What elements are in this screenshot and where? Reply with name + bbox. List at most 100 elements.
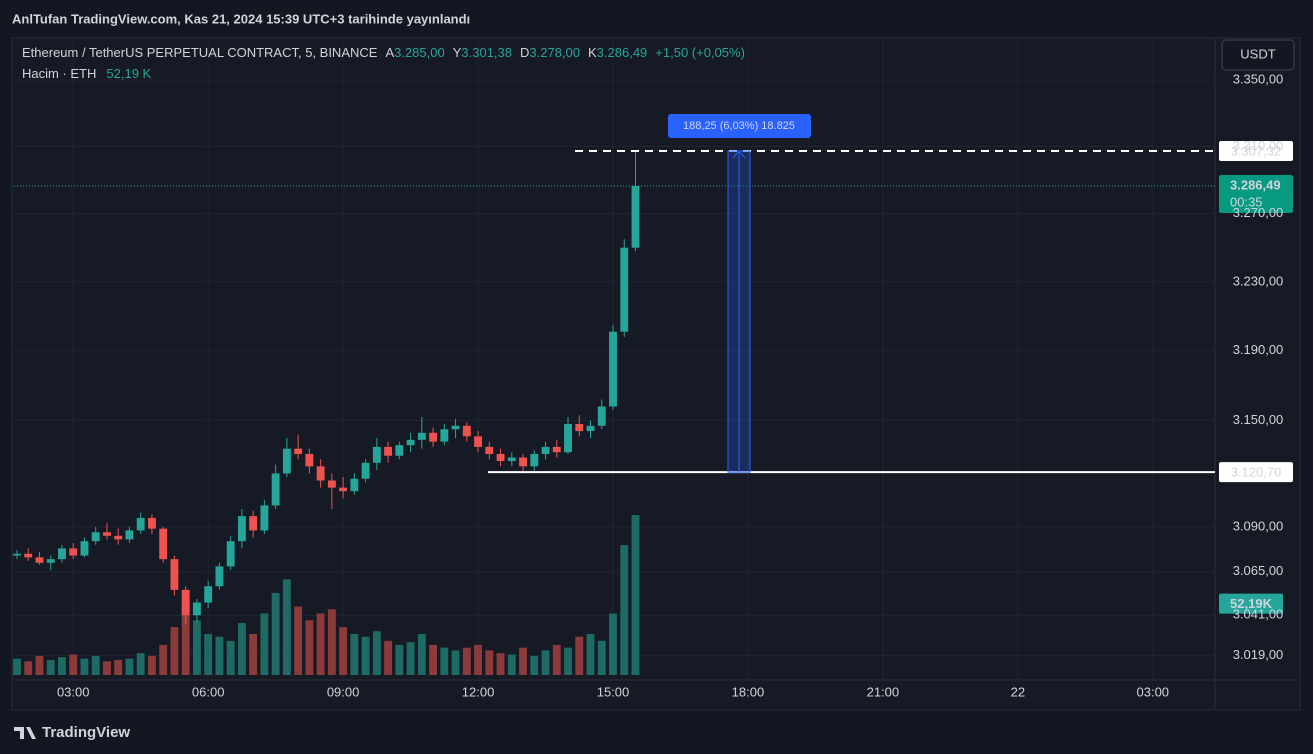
volume-bar	[282, 579, 291, 675]
volume-bar	[485, 650, 494, 675]
volume-bar	[372, 631, 381, 675]
volume-bar	[597, 640, 606, 675]
candle-body	[46, 559, 55, 563]
candle-body	[541, 446, 550, 454]
volume-bar	[395, 644, 404, 675]
volume-legend: Hacim · ETH 52,19 K	[22, 66, 152, 81]
currency-label[interactable]: USDT	[1240, 46, 1275, 61]
volume-bar	[474, 644, 482, 675]
volume-label: 52,19K	[1230, 596, 1273, 611]
x-tick-label: 22	[1011, 684, 1025, 699]
x-tick-label: 18:00	[732, 684, 765, 699]
last-price-box	[1219, 174, 1293, 213]
overlay: 3.307,32 3.120,70 188,25 (6,03%) 18.825 3.2…	[14, 114, 1293, 614]
candle-body	[91, 532, 100, 542]
volume-bar	[69, 654, 78, 675]
volume-bar	[159, 644, 168, 675]
candle-body	[620, 247, 629, 332]
y-tick-label: 3.190,00	[1233, 342, 1284, 357]
x-tick-label: 06:00	[192, 684, 225, 699]
candle-body	[159, 528, 168, 560]
volume-bar	[417, 633, 426, 675]
candle-body	[327, 480, 336, 488]
level-label: 3.120,70	[1231, 465, 1282, 480]
candle-body	[586, 425, 595, 432]
y-tick-label: 3.310,00	[1233, 138, 1284, 153]
candle-body	[429, 432, 438, 442]
ohlc-name: D	[520, 45, 529, 60]
volume-bar	[226, 640, 235, 675]
volume-bar	[181, 599, 190, 675]
candle-body	[507, 457, 516, 462]
publisher: AnlTufan TradingView.com, Kas 21, 2024 1…	[12, 11, 470, 26]
candle-body	[148, 517, 156, 529]
candle-body	[609, 331, 617, 407]
candle-body	[552, 446, 561, 453]
volume-bar	[271, 592, 280, 675]
volume-bar	[406, 642, 415, 675]
marks	[13, 151, 640, 675]
volume-legend-name: Hacim · ETH	[22, 66, 96, 81]
candle-body	[136, 517, 145, 531]
volume-bar	[294, 606, 303, 675]
volume-bar	[114, 659, 123, 675]
volume-bar	[496, 653, 505, 675]
candle-body	[114, 535, 123, 540]
countdown-label: 00:35	[1230, 194, 1263, 209]
ohlc-value: 3.278,00	[529, 45, 580, 60]
candle-body	[372, 446, 381, 463]
volume-bar	[305, 620, 314, 675]
y-tick-label: 3.270,00	[1233, 205, 1284, 220]
candle-body	[24, 553, 33, 558]
volume-bar	[80, 658, 89, 675]
volume-bar	[384, 640, 393, 675]
candle-body	[474, 436, 482, 447]
candle-body	[249, 516, 258, 531]
volume-bar	[564, 647, 572, 675]
volume-bar	[46, 659, 55, 675]
volume-bar	[58, 657, 66, 675]
candle-body	[384, 446, 393, 456]
candle-body	[103, 532, 111, 536]
volume-bar	[631, 515, 640, 675]
volume-bar	[507, 654, 516, 675]
x-tick-label: 12:00	[462, 684, 495, 699]
x-tick-label: 03:00	[57, 684, 90, 699]
last-price-label: 3.286,49	[1230, 177, 1281, 192]
volume-bar	[530, 655, 539, 675]
candle-body	[80, 541, 89, 556]
y-tick-label: 3.019,00	[1233, 647, 1284, 662]
y-tick-label: 3.350,00	[1233, 72, 1284, 87]
volume-bar	[462, 647, 471, 675]
volume-bar	[620, 545, 629, 675]
legend-title: Ethereum / TetherUS PERPETUAL CONTRACT, …	[22, 45, 378, 60]
volume-bar	[237, 623, 246, 675]
level-label-box	[1219, 462, 1293, 483]
volume-bar	[316, 613, 325, 675]
volume-bar	[575, 636, 584, 675]
candle-body	[204, 586, 213, 603]
candle-body	[462, 425, 471, 437]
candle-body	[316, 466, 325, 481]
candle-body	[260, 505, 269, 531]
measure-arrowhead	[732, 150, 746, 159]
volume-bar	[451, 650, 460, 675]
ohlc-value: 3.301,38	[461, 45, 512, 60]
candle-body	[440, 429, 449, 442]
level-label-box	[1219, 141, 1293, 162]
candle-body	[35, 557, 44, 563]
volume-bar	[249, 633, 258, 675]
candle-body	[530, 453, 539, 467]
candle-body	[282, 448, 291, 474]
currency-button[interactable]	[1221, 39, 1295, 71]
candle-body	[575, 424, 584, 432]
candle-body	[564, 424, 572, 453]
volume-bar	[35, 655, 44, 675]
candle-body	[170, 559, 179, 590]
x-tick-label: 15:00	[597, 684, 630, 699]
volume-bar	[350, 633, 359, 675]
candle-body	[192, 602, 201, 616]
measure-label: 188,25 (6,03%) 18.825	[683, 120, 795, 132]
